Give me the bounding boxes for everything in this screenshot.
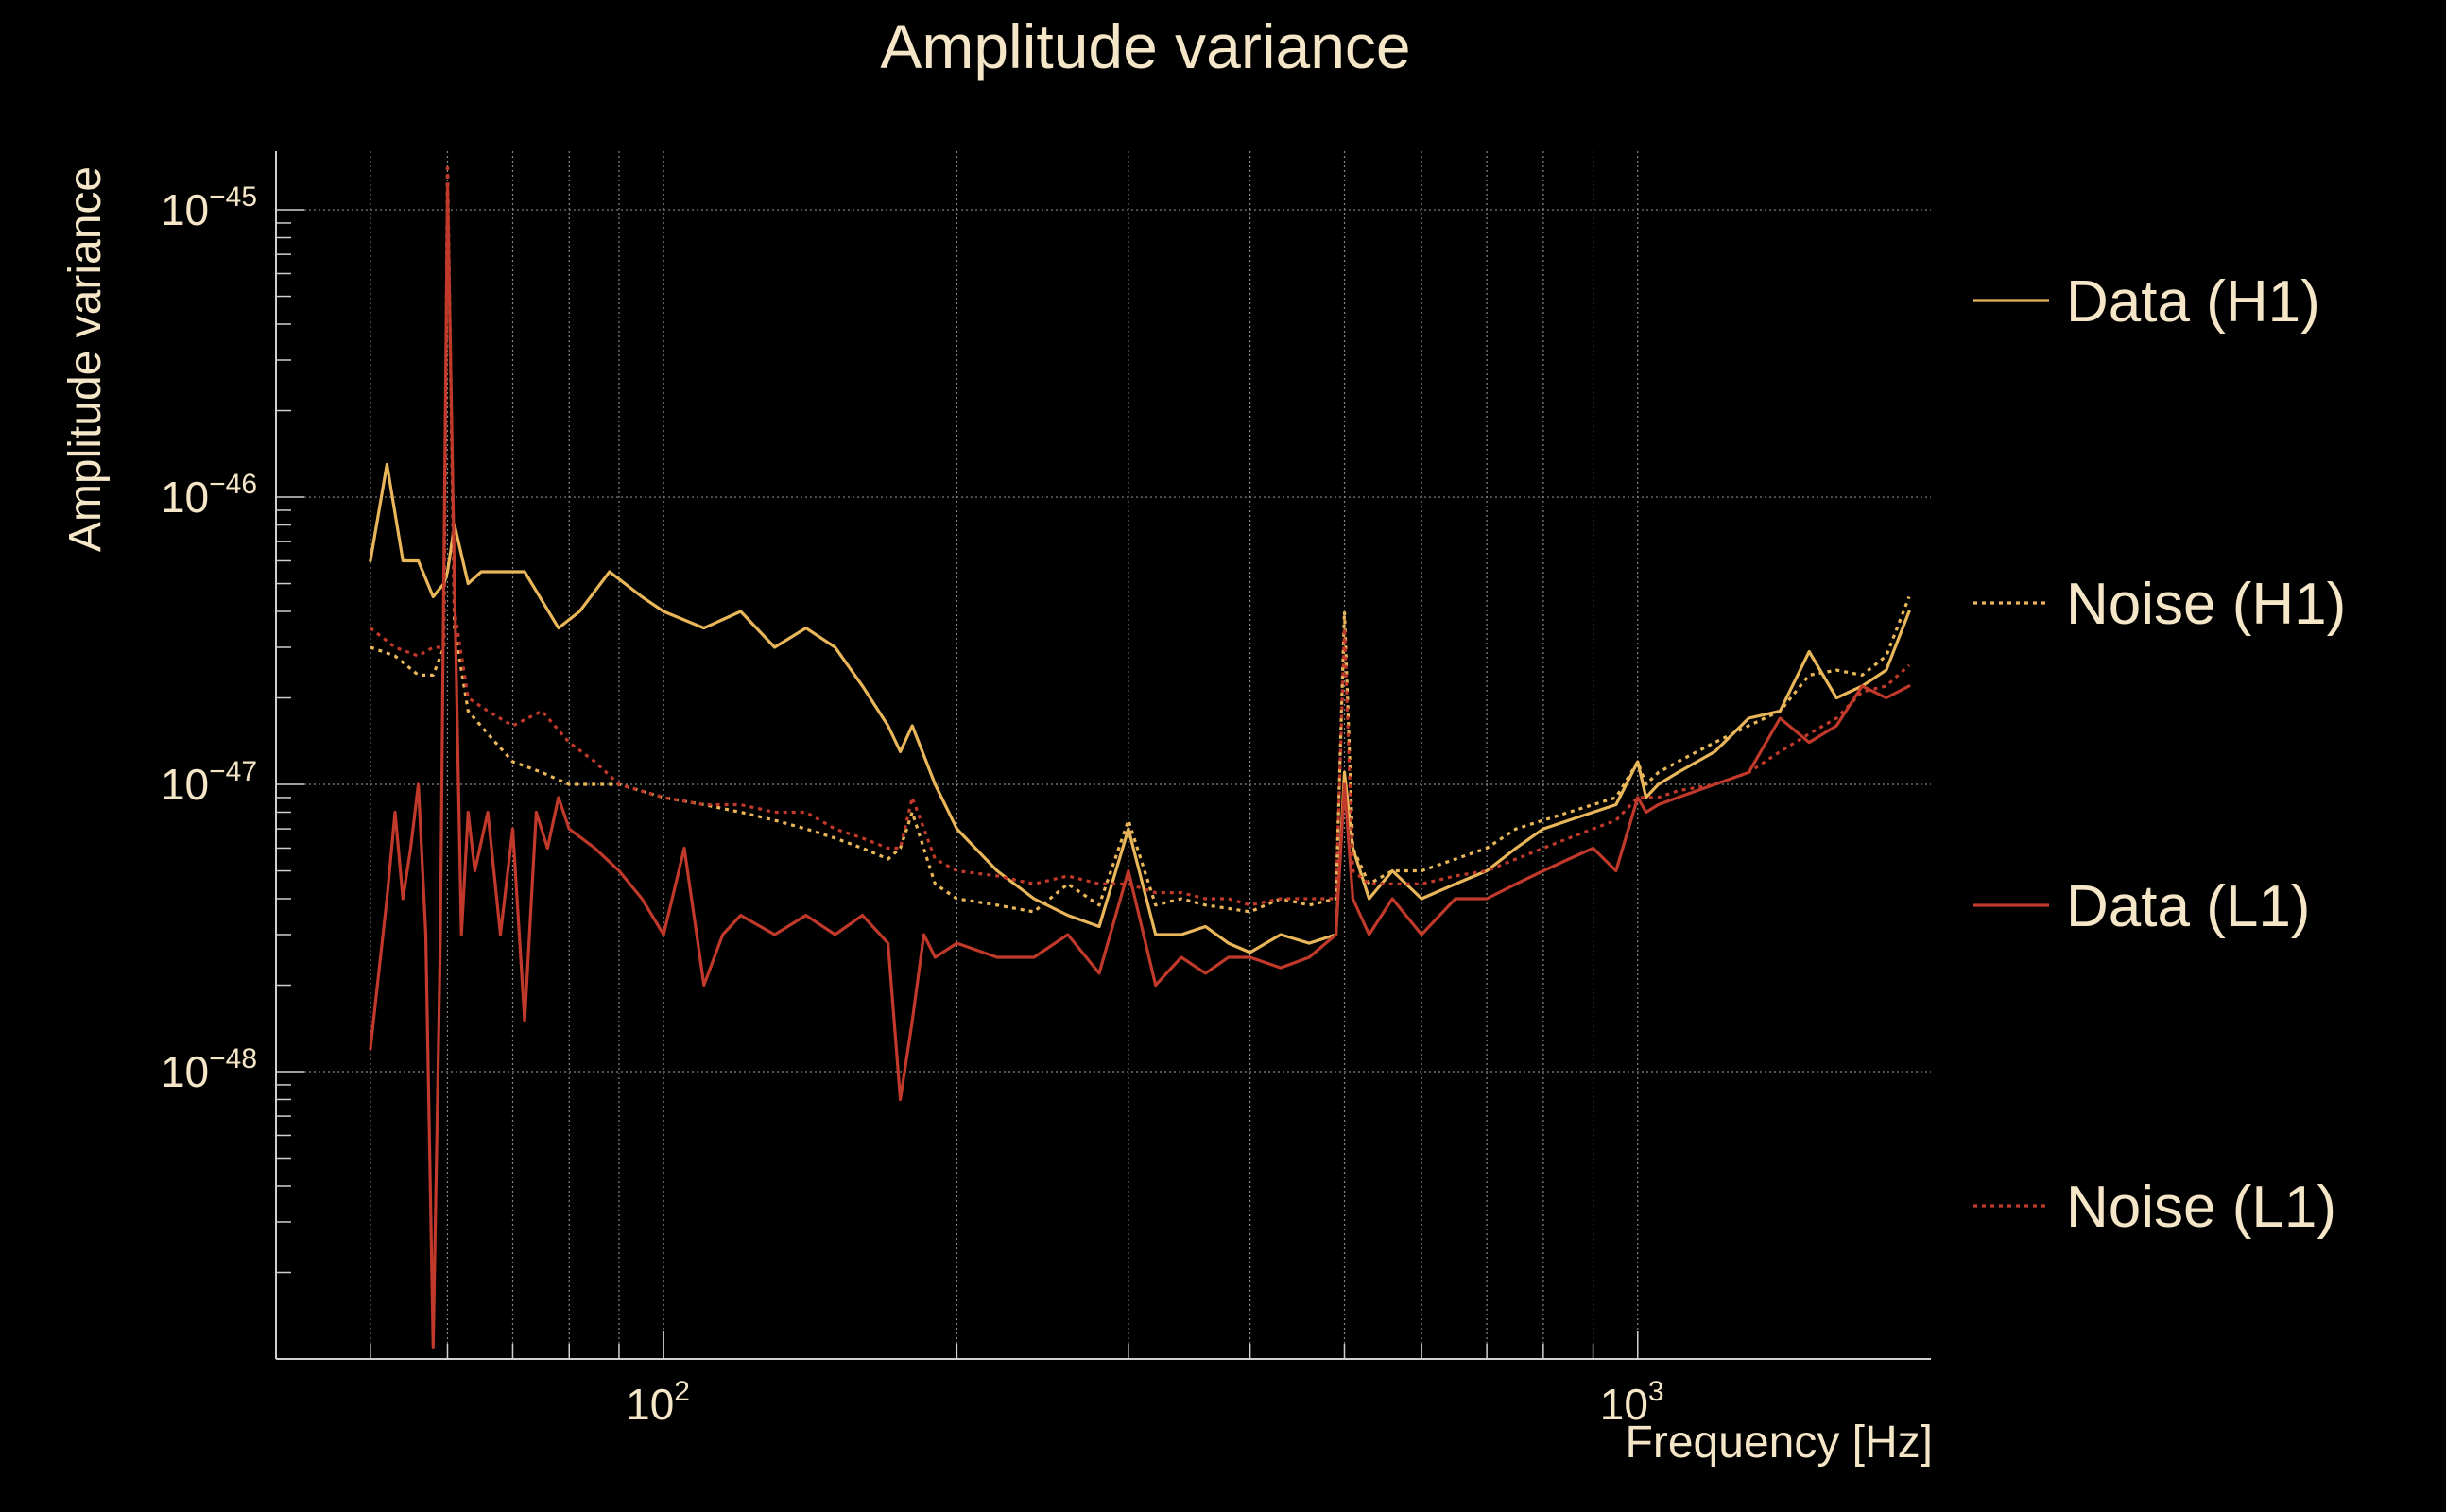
series-line-1 [370, 166, 1911, 914]
grid [276, 151, 1931, 1359]
series-line-2 [369, 185, 1911, 1349]
series-lines [369, 166, 1911, 1349]
series-line-3 [369, 166, 1911, 907]
axes [275, 151, 1931, 1360]
legend-label-1: Noise (H1) [2066, 572, 2346, 637]
legend: Data (H1) Noise (H1) Data (L1) Noise (L1) [1973, 269, 2346, 1240]
chart-title: Amplitude variance [880, 11, 1410, 81]
series-line-0 [369, 462, 1911, 954]
legend-label-2: Data (L1) [2066, 874, 2310, 939]
y-tick-label: 10−48 [161, 1043, 257, 1096]
tick-labels: 10−45 10−46 10−47 10−48 102 103 [161, 181, 1664, 1429]
x-tick-label: 103 [1600, 1376, 1664, 1429]
y-tick-label: 10−45 [161, 181, 257, 234]
y-axis-label: Amplitude variance [60, 166, 111, 552]
x-axis-label: Frequency [Hz] [1626, 1418, 1933, 1468]
legend-label-3: Noise (L1) [2066, 1175, 2336, 1240]
legend-label-0: Data (H1) [2066, 269, 2320, 335]
y-tick-label: 10−46 [161, 469, 257, 522]
y-tick-label: 10−47 [161, 756, 257, 809]
x-tick-label: 102 [626, 1376, 690, 1429]
